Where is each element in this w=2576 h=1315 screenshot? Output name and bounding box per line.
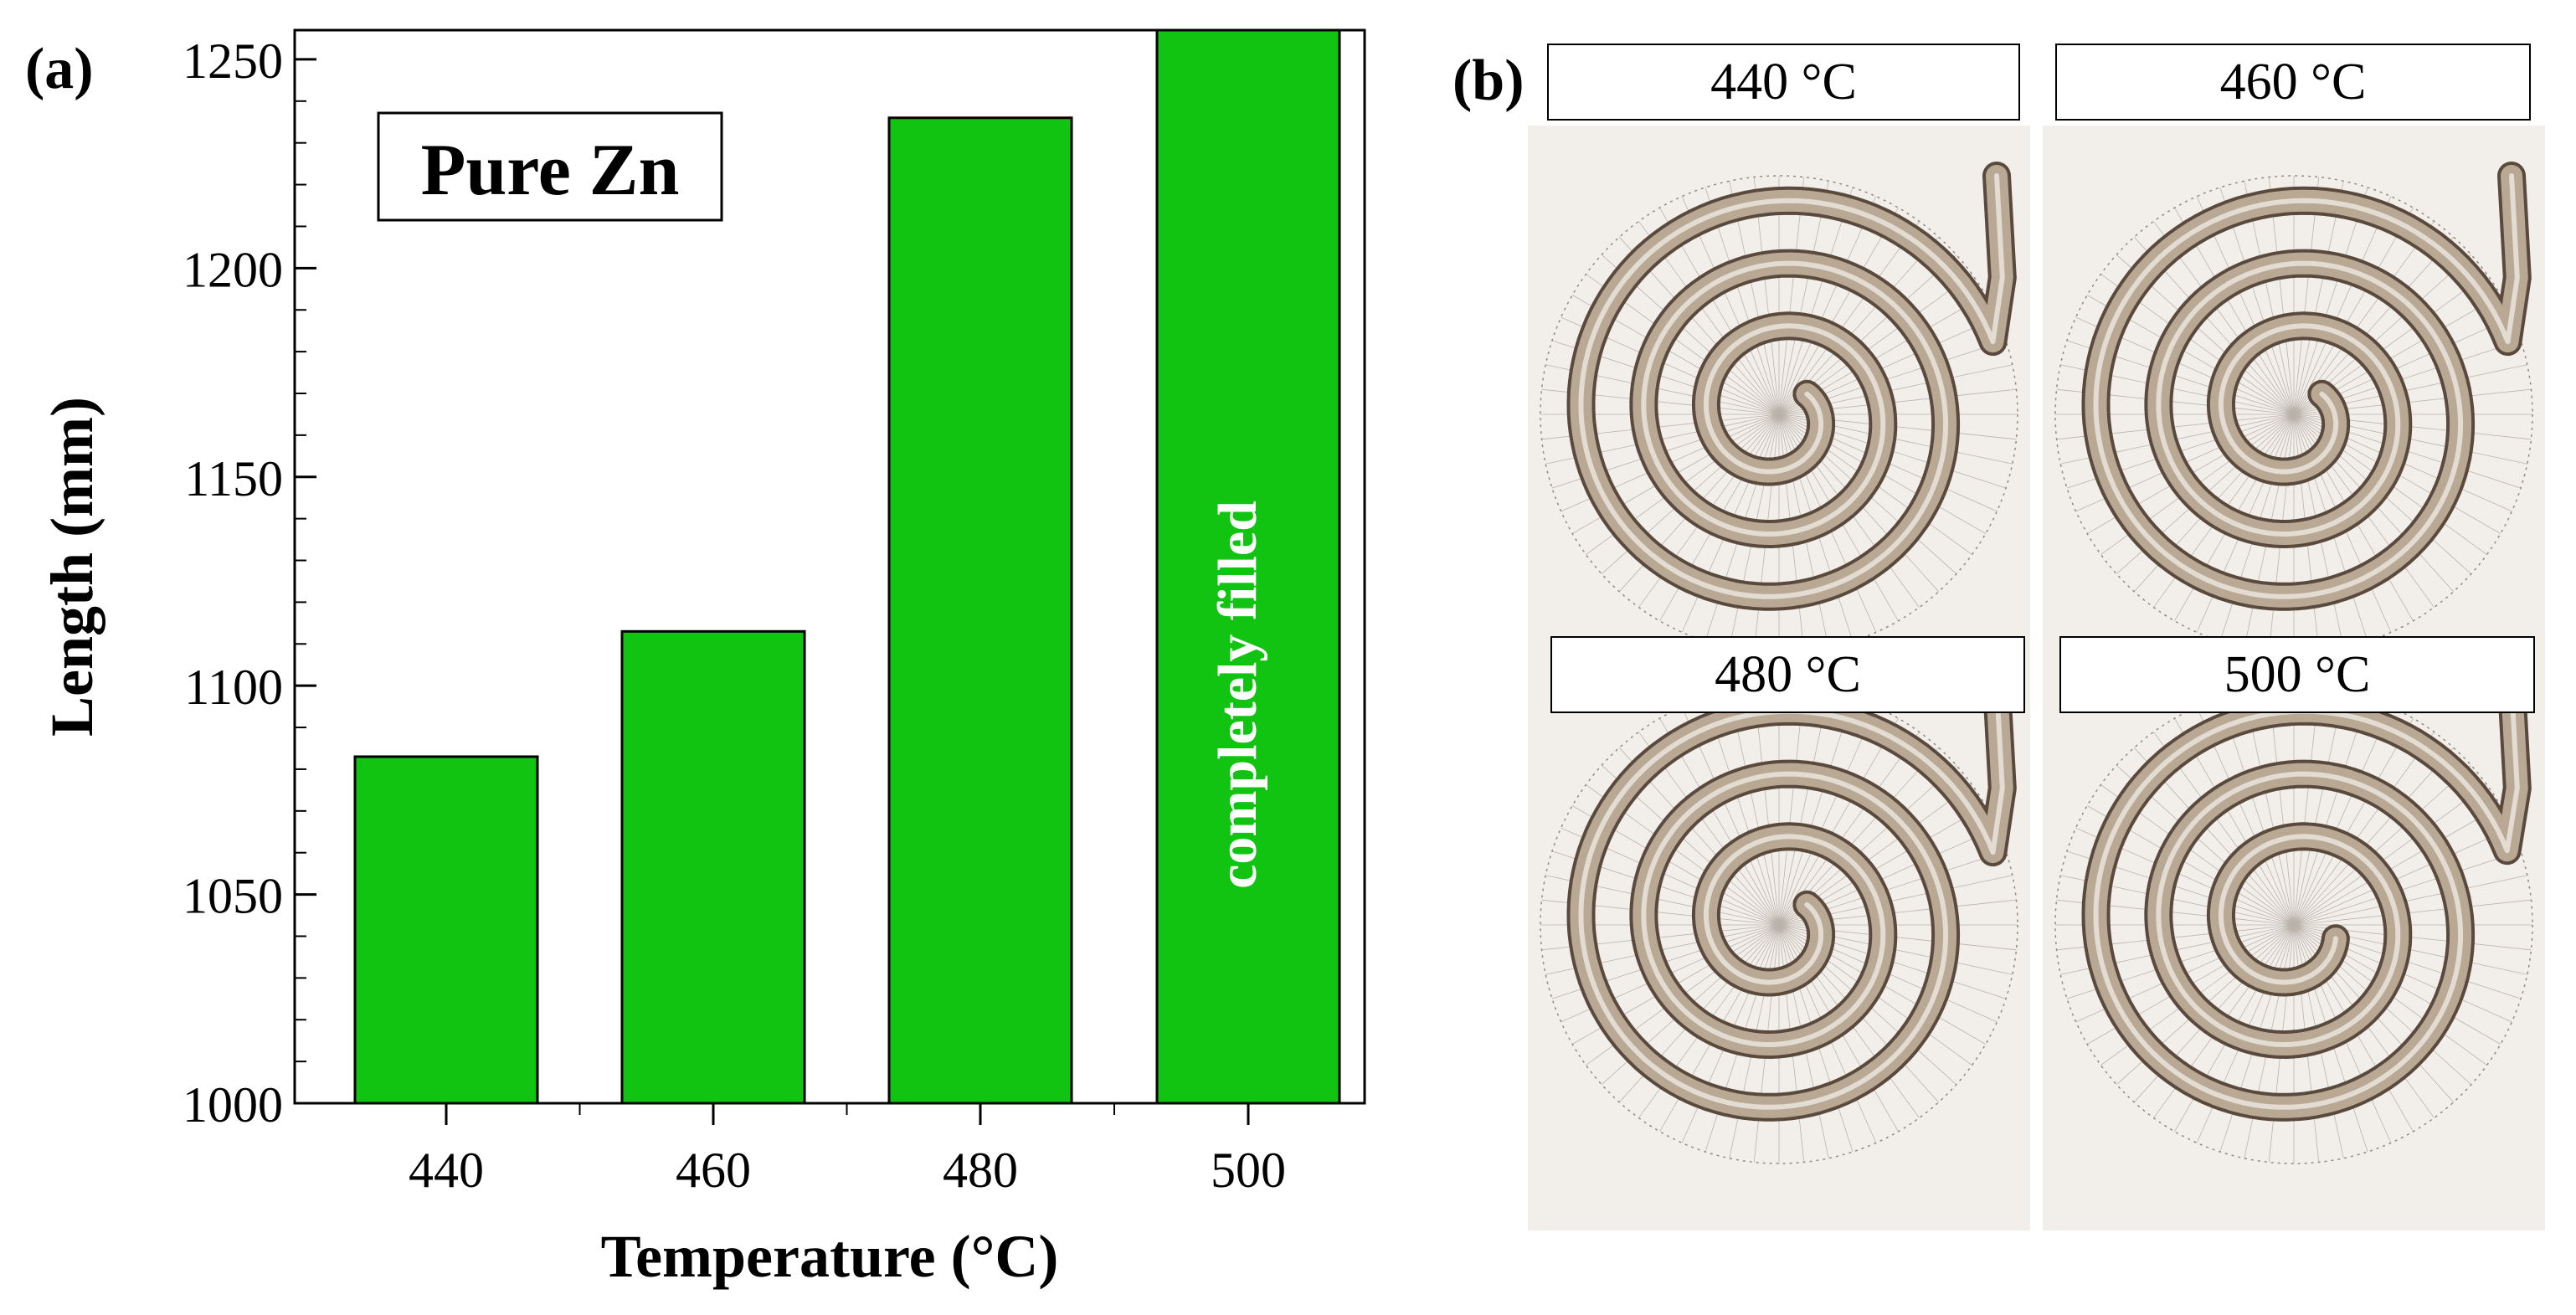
- template-ray: [2293, 850, 2522, 926]
- spiral-photo-460: [2043, 126, 2545, 720]
- template-ray: [2293, 187, 2368, 415]
- template-ray: [1778, 687, 1805, 926]
- template-ray: [2293, 747, 2454, 926]
- x-tick-label-440: 440: [409, 1143, 484, 1198]
- template-ray: [2293, 827, 2512, 926]
- plot-frame: [293, 28, 1366, 1105]
- panel-a-label: (a): [25, 37, 94, 101]
- x-axis-title: Temperature (°C): [601, 1223, 1059, 1290]
- template-ray: [2293, 805, 2501, 926]
- template-ray: [2293, 706, 2392, 926]
- ticks-group: 1000 1050 1100 1150 1200 1250 440 460 480 500: [183, 33, 1286, 1198]
- legend-text: Pure Zn: [421, 130, 680, 211]
- y-tick-label: 1000: [183, 1077, 283, 1133]
- template-ray: [1778, 706, 1877, 926]
- spiral-casting-highlight: [1578, 173, 2005, 599]
- bar-chart: 1000 1050 1100 1150 1200 1250 440 460 480 500 Pur…: [39, 28, 1366, 1290]
- y-tick-label: 1150: [184, 451, 283, 506]
- temp-label-480: 480 °C: [1550, 636, 2025, 713]
- temp-label-500: 500 °C: [2059, 636, 2535, 713]
- y-axis-title: Length (mm): [39, 397, 105, 737]
- template-ray: [2293, 717, 2414, 926]
- template-ray: [1778, 177, 1805, 415]
- spiral-casting-highlight: [1578, 684, 2005, 1110]
- template-ray: [2293, 697, 2368, 926]
- x-tick-label-480: 480: [943, 1143, 1018, 1198]
- completely-filled-annotation: completely filled: [1207, 501, 1268, 889]
- y-tick-label: 1200: [183, 242, 283, 297]
- template-ray: [2293, 875, 2527, 926]
- template-ray: [1778, 187, 1854, 415]
- template-ray: [1778, 196, 1877, 415]
- bar-460: [620, 629, 806, 1105]
- template-circle: [1540, 686, 2018, 1164]
- y-tick-label: 1050: [183, 869, 283, 924]
- y-tick-label: 1250: [183, 33, 283, 89]
- template-ray: [1778, 207, 1899, 415]
- bar-440: [353, 755, 539, 1105]
- spiral-casting-highlight: [2093, 684, 2520, 1110]
- bars-group: [353, 28, 1341, 1105]
- template-ray: [1778, 691, 1829, 926]
- template-ray: [1778, 717, 1899, 926]
- template-ray: [1778, 697, 1854, 926]
- template-ray: [2293, 784, 2487, 926]
- template-circle: [2054, 175, 2533, 654]
- panel-b-label: (b): [1453, 49, 1525, 113]
- template-ray: [2293, 181, 2344, 415]
- spiral-casting-highlight: [2093, 173, 2520, 599]
- spiral-photo-440: [1528, 126, 2030, 720]
- template-ray: [2293, 196, 2392, 415]
- temp-label-460: 460 °C: [2055, 44, 2531, 121]
- template-ray: [2293, 177, 2320, 415]
- bar-480: [887, 116, 1073, 1105]
- template-ray: [2293, 765, 2472, 926]
- template-ray: [2293, 732, 2435, 926]
- template-ray: [2293, 687, 2320, 926]
- spiral-photo-500: [2043, 636, 2545, 1230]
- template-ray: [2293, 691, 2344, 926]
- spiral-photo-480: [1528, 636, 2030, 1230]
- template-circle: [2054, 686, 2533, 1164]
- y-tick-label: 1100: [184, 660, 283, 715]
- template-ray: [2293, 899, 2532, 926]
- template-ray: [1778, 181, 1829, 415]
- x-tick-label-460: 460: [676, 1143, 751, 1198]
- template-circle: [1540, 175, 2018, 654]
- template-ray: [2293, 207, 2414, 415]
- bar-500: [1155, 28, 1341, 1105]
- temp-label-440: 440 °C: [1547, 44, 2020, 121]
- x-tick-label-500: 500: [1211, 1143, 1286, 1198]
- legend-box: Pure Zn: [377, 111, 723, 222]
